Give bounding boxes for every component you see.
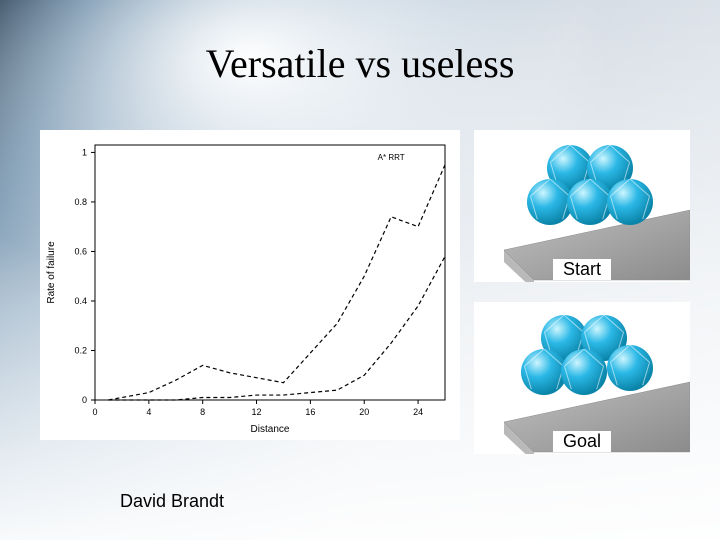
start-label: Start <box>553 259 611 280</box>
svg-text:0.2: 0.2 <box>74 345 87 355</box>
start-config-panel: Start <box>474 130 690 282</box>
goal-label: Goal <box>553 431 611 452</box>
svg-text:0.6: 0.6 <box>74 246 87 256</box>
svg-text:8: 8 <box>200 407 205 417</box>
slide-title: Versatile vs useless <box>0 40 720 87</box>
svg-text:24: 24 <box>413 407 423 417</box>
goal-config-panel: Goal <box>474 302 690 454</box>
svg-text:Rate of failure: Rate of failure <box>46 241 57 304</box>
svg-text:Distance: Distance <box>251 424 290 435</box>
svg-text:4: 4 <box>146 407 151 417</box>
svg-text:1: 1 <box>82 147 87 157</box>
svg-text:20: 20 <box>359 407 369 417</box>
svg-text:0.4: 0.4 <box>74 296 87 306</box>
svg-text:0.8: 0.8 <box>74 197 87 207</box>
svg-text:A* RRT: A* RRT <box>378 153 405 162</box>
svg-text:0: 0 <box>92 407 97 417</box>
svg-text:12: 12 <box>252 407 262 417</box>
failure-rate-chart: 0 4 8 12 16 20 24 0 0.2 0.4 0.6 0.8 1 Distance Rate of… <box>40 130 460 440</box>
svg-text:16: 16 <box>305 407 315 417</box>
svg-text:0: 0 <box>82 395 87 405</box>
speaker-name: David Brandt <box>120 491 224 512</box>
